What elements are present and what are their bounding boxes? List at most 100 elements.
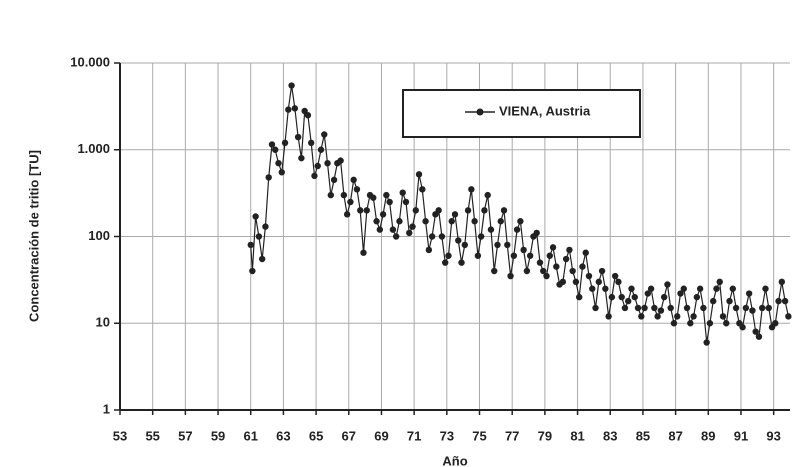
x-tick-label: 67 [342,428,356,443]
data-point [422,218,429,225]
data-point [729,285,737,292]
data-point [409,223,416,230]
x-tick-label: 57 [178,428,192,443]
data-point [589,285,596,292]
data-point [719,313,727,320]
x-tick-label: 61 [243,428,257,443]
data-point [785,313,792,320]
y-tick-label: 10.000 [70,54,110,69]
data-point [252,213,259,220]
data-point [461,241,469,249]
data-point [262,223,269,230]
data-point [330,176,338,184]
data-point [651,304,658,312]
data-point [526,252,534,259]
data-point [275,159,282,167]
data-point [749,307,756,314]
data-point [360,249,367,256]
data-point [579,263,586,270]
legend: VIENA, Austria [402,89,641,138]
data-point [634,304,642,312]
data-point [683,304,691,312]
data-point [321,131,328,138]
data-point [304,112,312,119]
data-point [602,285,609,292]
data-point [370,194,377,201]
data-point [396,218,403,225]
data-point [425,246,433,254]
data-point [680,285,687,292]
legend-label: VIENA, Austria [499,103,591,118]
data-point [625,297,632,305]
x-tick-label: 87 [668,428,682,443]
data-point [667,304,674,312]
data-point [611,272,619,280]
data-point [477,233,485,240]
data-point [732,304,740,312]
data-point [674,313,681,320]
data-point [376,226,384,233]
data-point [562,255,570,263]
data-point [739,324,746,331]
data-point [317,146,325,153]
data-point [298,154,305,162]
data-point [272,146,279,153]
x-tick-label: 93 [766,428,780,443]
data-point [291,105,299,112]
data-point [510,252,518,259]
data-point [327,191,335,199]
data-point [772,320,779,327]
data-point [582,249,589,256]
data-point [386,198,393,206]
data-point [468,186,475,193]
x-tick-label: 55 [145,428,159,443]
data-point [540,267,547,275]
data-point [500,207,508,214]
data-point [765,304,772,312]
data-point [438,233,446,240]
data-point [307,139,315,147]
data-point [742,304,750,312]
data-point [448,218,455,225]
data-point [762,285,769,292]
x-tick-label: 75 [472,428,486,443]
y-tick-label: 1 [103,401,110,416]
data-point [657,307,665,314]
data-point [419,186,426,193]
data-point [654,313,661,320]
data-point [268,141,276,148]
data-point [693,293,701,301]
data-point [504,241,511,249]
data-point [664,281,671,288]
data-point [494,241,501,249]
data-point [471,218,478,225]
data-point [255,233,263,240]
x-tick-label: 77 [505,428,519,443]
data-point [340,191,348,199]
data-point [644,290,652,297]
data-point [559,278,567,286]
x-tick-label: 53 [113,428,127,443]
data-point [543,272,550,280]
data-point [687,320,694,327]
data-point [523,267,531,275]
data-point [700,304,707,312]
data-point [389,226,397,233]
data-point [706,320,714,327]
data-point [350,176,357,184]
data-point [412,207,419,214]
data-point [399,189,406,196]
x-tick-label: 71 [407,428,421,443]
data-point [294,133,302,141]
data-point [723,320,730,327]
data-point [474,252,482,259]
data-point [631,293,638,301]
data-point [628,285,635,292]
data-point [487,226,495,233]
data-point [379,211,387,218]
data-point [781,297,789,305]
data-point [533,229,540,237]
data-point [536,259,544,266]
data-point [670,320,678,327]
